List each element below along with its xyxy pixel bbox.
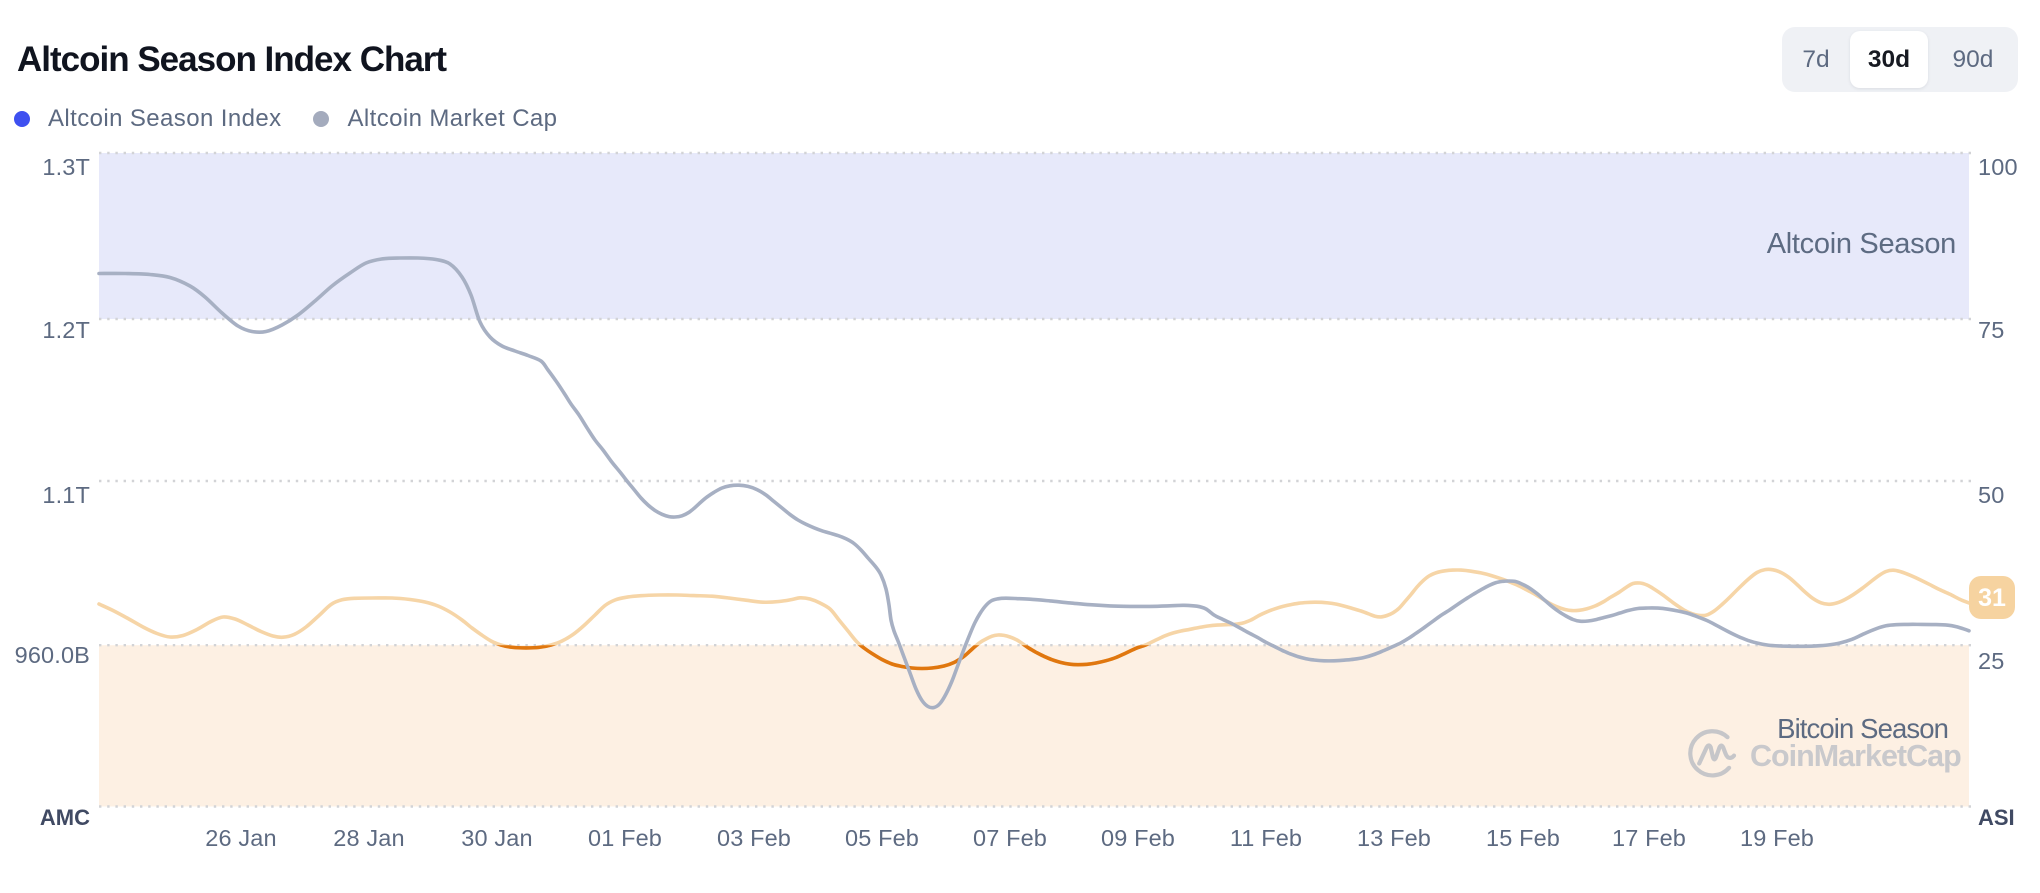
- svg-text:26 Jan: 26 Jan: [205, 825, 276, 851]
- svg-text:1.3T: 1.3T: [42, 154, 90, 180]
- svg-text:100: 100: [1978, 154, 2018, 180]
- svg-text:30 Jan: 30 Jan: [461, 825, 532, 851]
- svg-text:17 Feb: 17 Feb: [1612, 825, 1686, 851]
- svg-text:25: 25: [1978, 648, 2004, 674]
- svg-text:03 Feb: 03 Feb: [717, 825, 791, 851]
- svg-text:31: 31: [1978, 584, 2006, 612]
- svg-text:Altcoin Season: Altcoin Season: [1767, 228, 1956, 260]
- svg-text:01 Feb: 01 Feb: [588, 825, 662, 851]
- svg-text:75: 75: [1978, 317, 2004, 343]
- svg-text:CoinMarketCap: CoinMarketCap: [1750, 739, 1961, 773]
- svg-text:05 Feb: 05 Feb: [845, 825, 919, 851]
- svg-text:07 Feb: 07 Feb: [973, 825, 1047, 851]
- svg-text:960.0B: 960.0B: [15, 642, 90, 668]
- svg-text:11 Feb: 11 Feb: [1230, 825, 1302, 851]
- svg-text:ASI: ASI: [1978, 805, 2015, 830]
- svg-text:28 Jan: 28 Jan: [333, 825, 404, 851]
- svg-text:Bitcoin Season: Bitcoin Season: [1777, 713, 1948, 744]
- svg-text:1.2T: 1.2T: [42, 317, 90, 343]
- svg-text:19 Feb: 19 Feb: [1740, 825, 1814, 851]
- svg-text:AMC: AMC: [40, 805, 90, 830]
- svg-text:50: 50: [1978, 482, 2004, 508]
- svg-text:09 Feb: 09 Feb: [1101, 825, 1175, 851]
- svg-text:13 Feb: 13 Feb: [1357, 825, 1431, 851]
- svg-text:15 Feb: 15 Feb: [1486, 825, 1560, 851]
- svg-text:1.1T: 1.1T: [42, 482, 90, 508]
